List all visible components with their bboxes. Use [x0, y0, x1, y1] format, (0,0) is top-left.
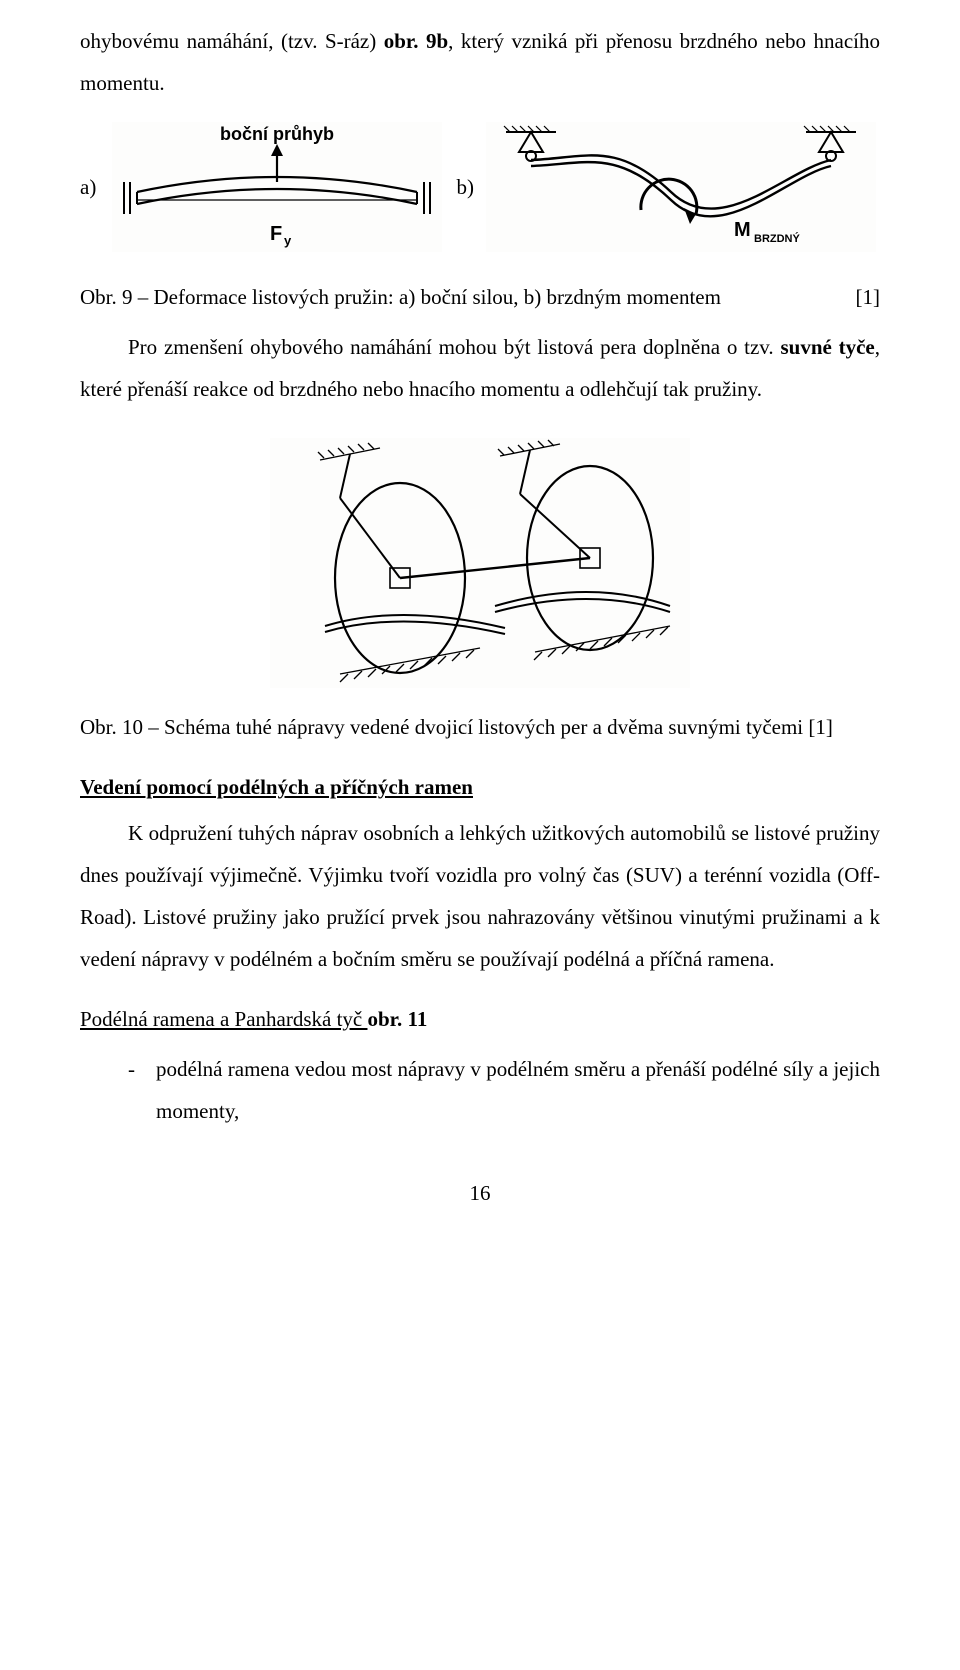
- figure-10: [80, 438, 880, 688]
- svg-text:BRZDNÝ: BRZDNÝ: [754, 232, 800, 245]
- paragraph-3: K odpružení tuhých náprav osobních a leh…: [80, 812, 880, 980]
- svg-text:boční průhyb: boční průhyb: [220, 124, 334, 144]
- section-heading: Vedení pomocí podélných a příčných ramen: [80, 766, 880, 808]
- subheading-panhard-a: Podélná ramena a Panhardská tyč: [80, 1007, 367, 1031]
- para2-bold: suvné tyče: [780, 335, 874, 359]
- fig9-label-b: b): [456, 166, 474, 208]
- page: ohybovému namáhání, (tzv. S-ráz) obr. 9b…: [0, 0, 960, 1254]
- bullet-1-text: podélná ramena vedou most nápravy v podé…: [156, 1048, 880, 1132]
- fig9-ref: [1]: [856, 276, 881, 318]
- fig9-label-a: a): [80, 166, 96, 208]
- subheading-panhard: Podélná ramena a Panhardská tyč obr. 11: [80, 998, 880, 1040]
- dash-icon: -: [128, 1048, 156, 1132]
- rigid-axle-schematic-icon: [270, 438, 690, 688]
- svg-text:F: F: [270, 223, 282, 245]
- para2-a: Pro zmenšení ohybového namáhání mohou bý…: [128, 335, 780, 359]
- figure-10-caption: Obr. 10 – Schéma tuhé nápravy vedené dvo…: [80, 706, 880, 748]
- section-heading-text: Vedení pomocí podélných a příčných ramen: [80, 775, 473, 799]
- svg-text:M: M: [734, 219, 751, 241]
- page-number: 16: [80, 1172, 880, 1214]
- figure-9a: boční průhyb F y: [104, 122, 450, 252]
- subheading-panhard-b: obr. 11: [367, 1007, 427, 1031]
- figure-9b: M BRZDNÝ: [482, 122, 880, 252]
- fig9-caption-text: Obr. 9 – Deformace listových pružin: a) …: [80, 276, 721, 318]
- svg-text:y: y: [284, 233, 292, 248]
- intro-paragraph: ohybovému namáhání, (tzv. S-ráz) obr. 9b…: [80, 20, 880, 104]
- bullet-item-1: - podélná ramena vedou most nápravy v po…: [128, 1048, 880, 1132]
- figure-9-caption: Obr. 9 – Deformace listových pružin: a) …: [80, 276, 880, 318]
- s-deflection-diagram-icon: M BRZDNÝ: [486, 122, 876, 252]
- lateral-deflection-diagram-icon: boční průhyb F y: [112, 122, 442, 252]
- figure-9-row: a) boční průhyb: [80, 122, 880, 252]
- paragraph-2: Pro zmenšení ohybového namáhání mohou bý…: [80, 326, 880, 410]
